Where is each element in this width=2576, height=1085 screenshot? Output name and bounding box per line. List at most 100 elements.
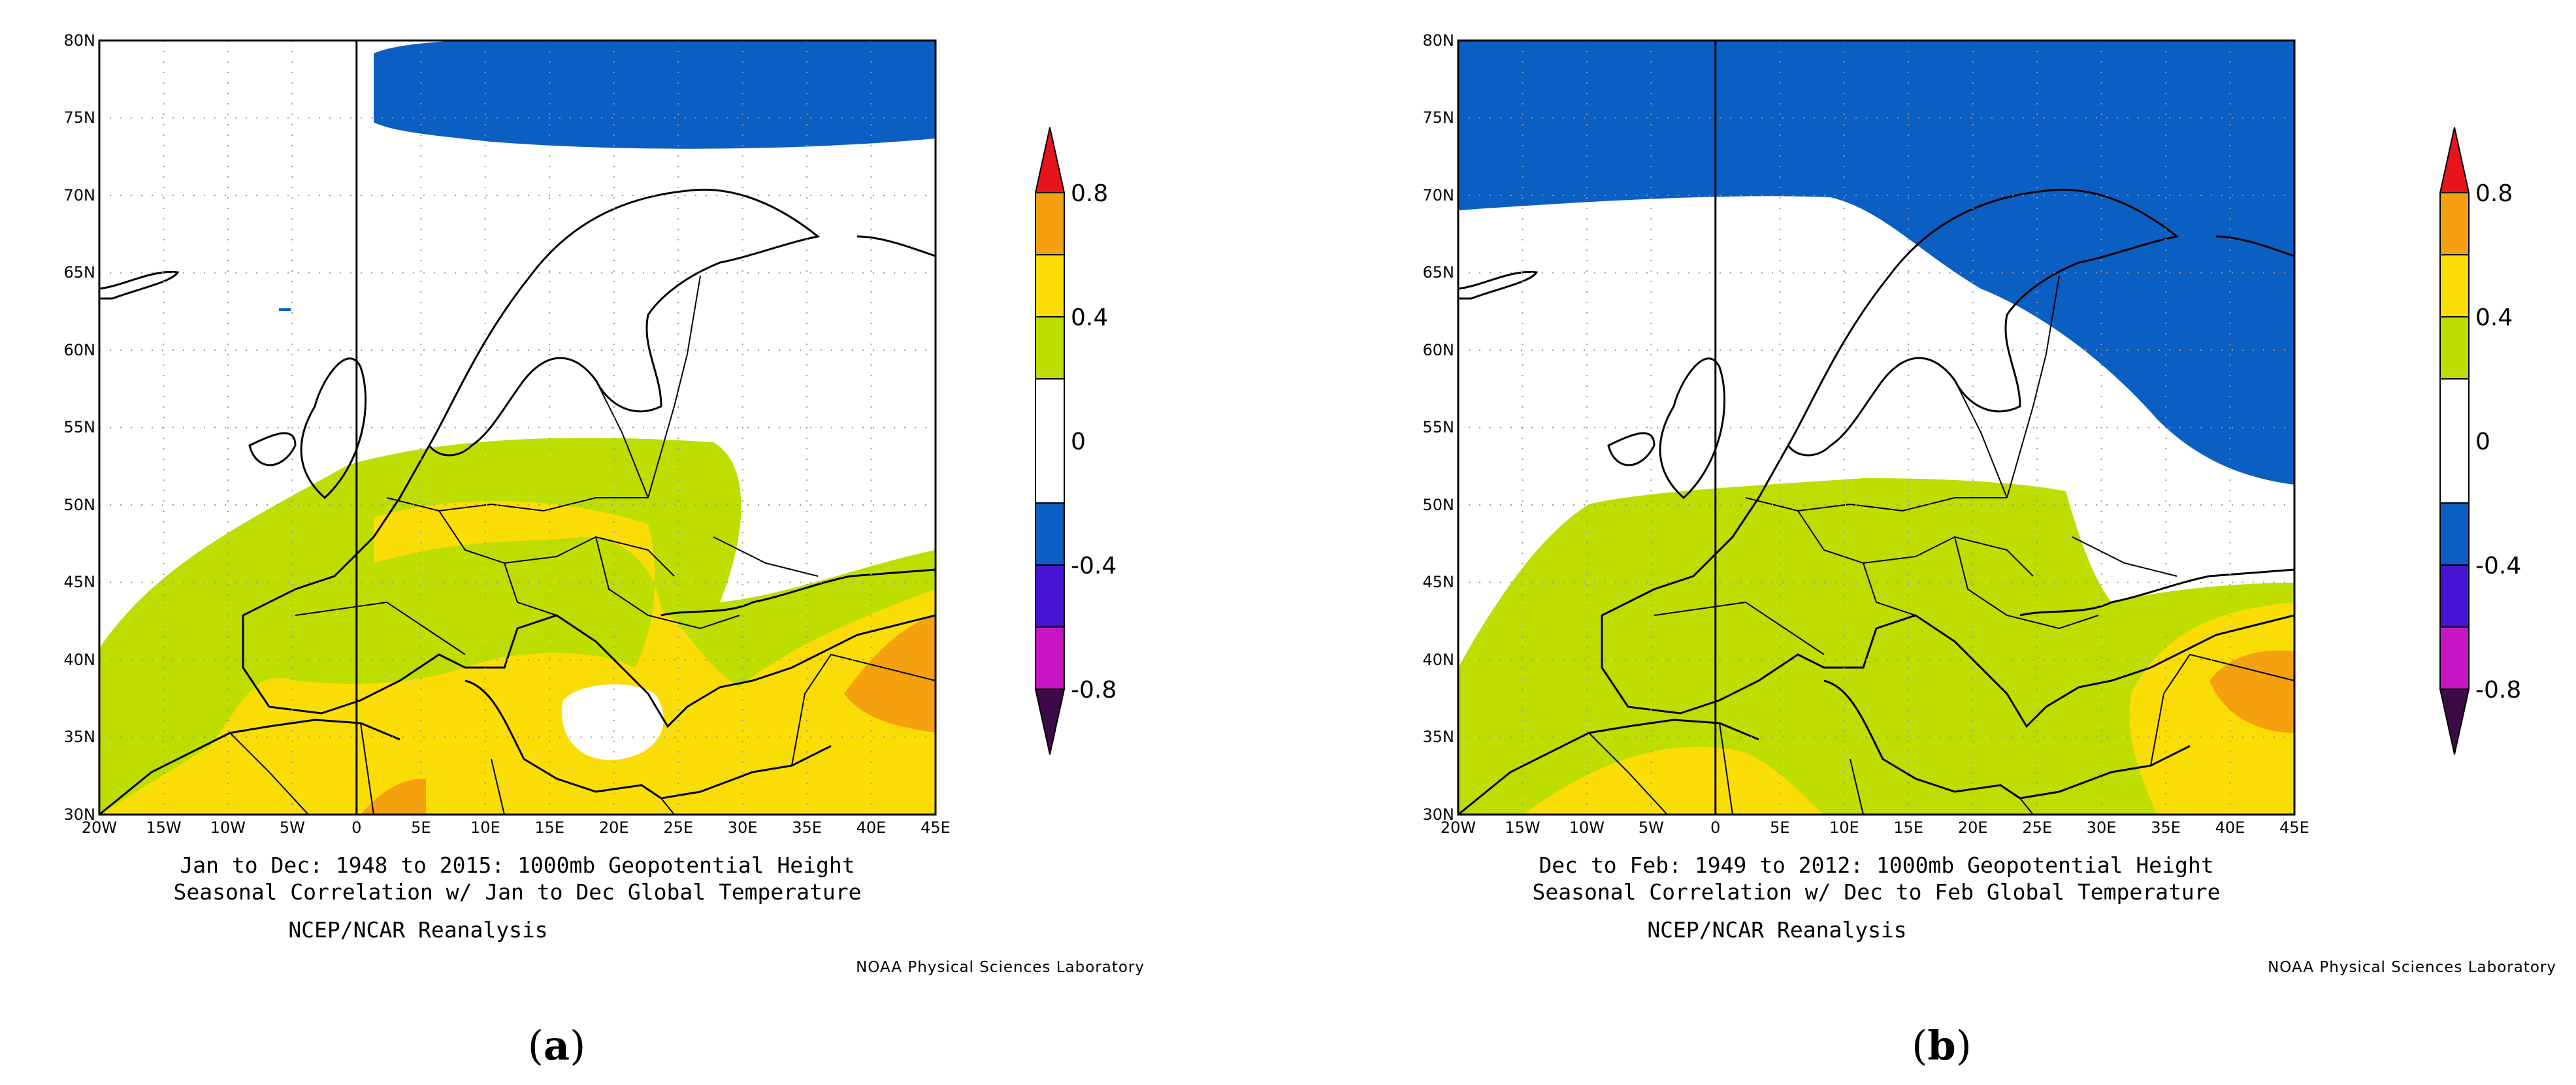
colorbar-bin (1035, 192, 1065, 255)
lon-tick-label: 25E (663, 818, 693, 837)
map-panel-a: 30N 35N 40N 45N 50N 55N 60N 65N 70N 75N … (0, 0, 1280, 1085)
colorbar: 0.8 0.4 0 -0.4 -0.8 (2439, 127, 2521, 755)
colorbar-label: 0.4 (2475, 304, 2513, 331)
lon-tick-label: 45E (921, 818, 951, 837)
lon-tick-label: 30E (728, 818, 758, 837)
lon-tick-label: 15W (146, 818, 181, 837)
lon-tick-label: 10W (1569, 818, 1605, 837)
lon-tick-label: 5E (1770, 818, 1789, 837)
colorbar-bottom-arrow (1034, 688, 1066, 755)
lon-tick-label: 0 (351, 818, 361, 837)
colorbar-bin (2439, 626, 2470, 690)
map-plot-area (1458, 40, 2294, 815)
colorbar-bin (2439, 192, 2470, 255)
lat-axis: 30N 35N 40N 45N 50N 55N 60N 65N 70N 75N … (64, 31, 96, 824)
colorbar-bin (1035, 316, 1065, 380)
colorbar-label: -0.4 (2475, 553, 2521, 579)
lat-tick-label: 35N (64, 728, 96, 746)
lat-tick-label: 55N (1423, 418, 1455, 436)
shade-orange-0.6-0.8 (844, 615, 936, 733)
map-plot-area (99, 40, 936, 815)
shade-yellow-south-b (1524, 747, 1824, 815)
map-figure-b: 30N 35N 40N 45N 50N 55N 60N 65N 70N 75N … (1423, 31, 2556, 1069)
lon-tick-label: 20W (1441, 818, 1476, 837)
lon-tick-label: 5W (280, 818, 305, 837)
colorbar-label: 0.8 (2475, 180, 2513, 207)
lat-tick-label: 75N (64, 108, 96, 127)
lon-tick-label: 20W (82, 818, 117, 837)
colorbar-label: 0 (2475, 429, 2490, 455)
shade-blue-spot (279, 308, 291, 311)
lon-axis: 20W 15W 10W 5W 0 5E 10E 15E 20E 25E 30E … (82, 818, 951, 837)
map-title-line1: Jan to Dec: 1948 to 2015: 1000mb Geopote… (180, 852, 855, 878)
map-title-line2: Seasonal Correlation w/ Dec to Feb Globa… (1533, 879, 2221, 905)
lon-tick-label: 10E (1829, 818, 1859, 837)
map-panel-b: 30N 35N 40N 45N 50N 55N 60N 65N 70N 75N … (1359, 0, 2576, 1085)
shade-orange-0.6-0.8 (2209, 650, 2294, 733)
shade-green-0.2-0.4 (1458, 478, 2294, 815)
lon-tick-label: 20E (1958, 818, 1988, 837)
colorbar-bin (2439, 254, 2470, 317)
lat-tick-label: 50N (1423, 496, 1455, 514)
lon-tick-label: 10E (470, 818, 500, 837)
map-title-line2: Seasonal Correlation w/ Jan to Dec Globa… (174, 879, 862, 905)
colorbar-label: -0.8 (1071, 677, 1117, 704)
lat-tick-label: 50N (64, 496, 96, 514)
colorbar-bin (1035, 378, 1065, 504)
shade-blue-neg-0.2-0.4 (374, 40, 936, 149)
lon-tick-label: 35E (792, 818, 822, 837)
colorbar-label: 0.4 (1071, 304, 1108, 331)
map-frame (1457, 39, 2296, 816)
country-borders (229, 275, 936, 815)
lon-tick-label: 0 (1710, 818, 1720, 837)
shade-blue-neg-0.2-0.4 (1458, 40, 2294, 485)
colorbar-bin (2439, 502, 2470, 566)
map-figure-a: 30N 35N 40N 45N 50N 55N 60N 65N 70N 75N … (64, 31, 1145, 1069)
colorbar-bottom-arrow (2439, 688, 2470, 755)
lat-tick-label: 40N (64, 651, 96, 669)
colorbar-label: -0.8 (2475, 677, 2521, 704)
lat-tick-label: 60N (64, 341, 96, 359)
lon-tick-label: 40E (856, 818, 887, 837)
dataset-label: NCEP/NCAR Reanalysis (288, 917, 547, 943)
shade-orange-small-a (361, 779, 426, 815)
lon-tick-label: 5E (411, 818, 431, 837)
lat-tick-label: 65N (64, 263, 96, 282)
map-frame (98, 39, 937, 816)
lat-tick-label: 55N (64, 418, 96, 436)
lat-axis: 30N 35N 40N 45N 50N 55N 60N 65N 70N 75N … (1423, 31, 1455, 824)
lat-tick-label: 30N (1423, 805, 1455, 824)
lon-tick-label: 10W (210, 818, 246, 837)
lat-tick-label: 70N (1423, 186, 1455, 204)
lon-tick-label: 15E (1893, 818, 1923, 837)
lon-tick-label: 35E (2151, 818, 2181, 837)
lat-tick-label: 30N (64, 805, 96, 824)
lon-tick-label: 15W (1505, 818, 1540, 837)
lat-tick-label: 80N (64, 31, 96, 50)
lon-tick-label: 30E (2087, 818, 2117, 837)
colorbar-label: 0 (1071, 429, 1086, 455)
lat-tick-label: 45N (64, 573, 96, 591)
lon-tick-label: 20E (599, 818, 629, 837)
map-title-line1: Dec to Feb: 1949 to 2012: 1000mb Geopote… (1539, 852, 2213, 878)
shade-white-aegean (562, 684, 664, 760)
colorbar-bin (2439, 564, 2470, 628)
map-gridlines (1458, 40, 2294, 815)
colorbar-bin (1035, 564, 1065, 628)
lon-axis: 20W 15W 10W 5W 0 5E 10E 15E 20E 25E 30E … (1441, 818, 2309, 837)
dataset-label: NCEP/NCAR Reanalysis (1647, 917, 1906, 943)
panel-label: (b) (1912, 1022, 1972, 1069)
colorbar-bin (2439, 316, 2470, 380)
lon-tick-label: 5W (1639, 818, 1664, 837)
lon-tick-label: 45E (2279, 818, 2309, 837)
colorbar-top-arrow (2439, 127, 2470, 193)
lat-tick-label: 35N (1423, 728, 1455, 746)
coastlines (1458, 188, 2294, 815)
colorbar-bin (1035, 254, 1065, 317)
credit-label: NOAA Physical Sciences Laboratory (856, 959, 1145, 976)
colorbar-top-arrow (1034, 127, 1066, 193)
coastlines (99, 188, 936, 815)
lon-tick-label: 15E (534, 818, 564, 837)
colorbar-label: -0.4 (1071, 553, 1117, 579)
colorbar-bin (1035, 502, 1065, 566)
